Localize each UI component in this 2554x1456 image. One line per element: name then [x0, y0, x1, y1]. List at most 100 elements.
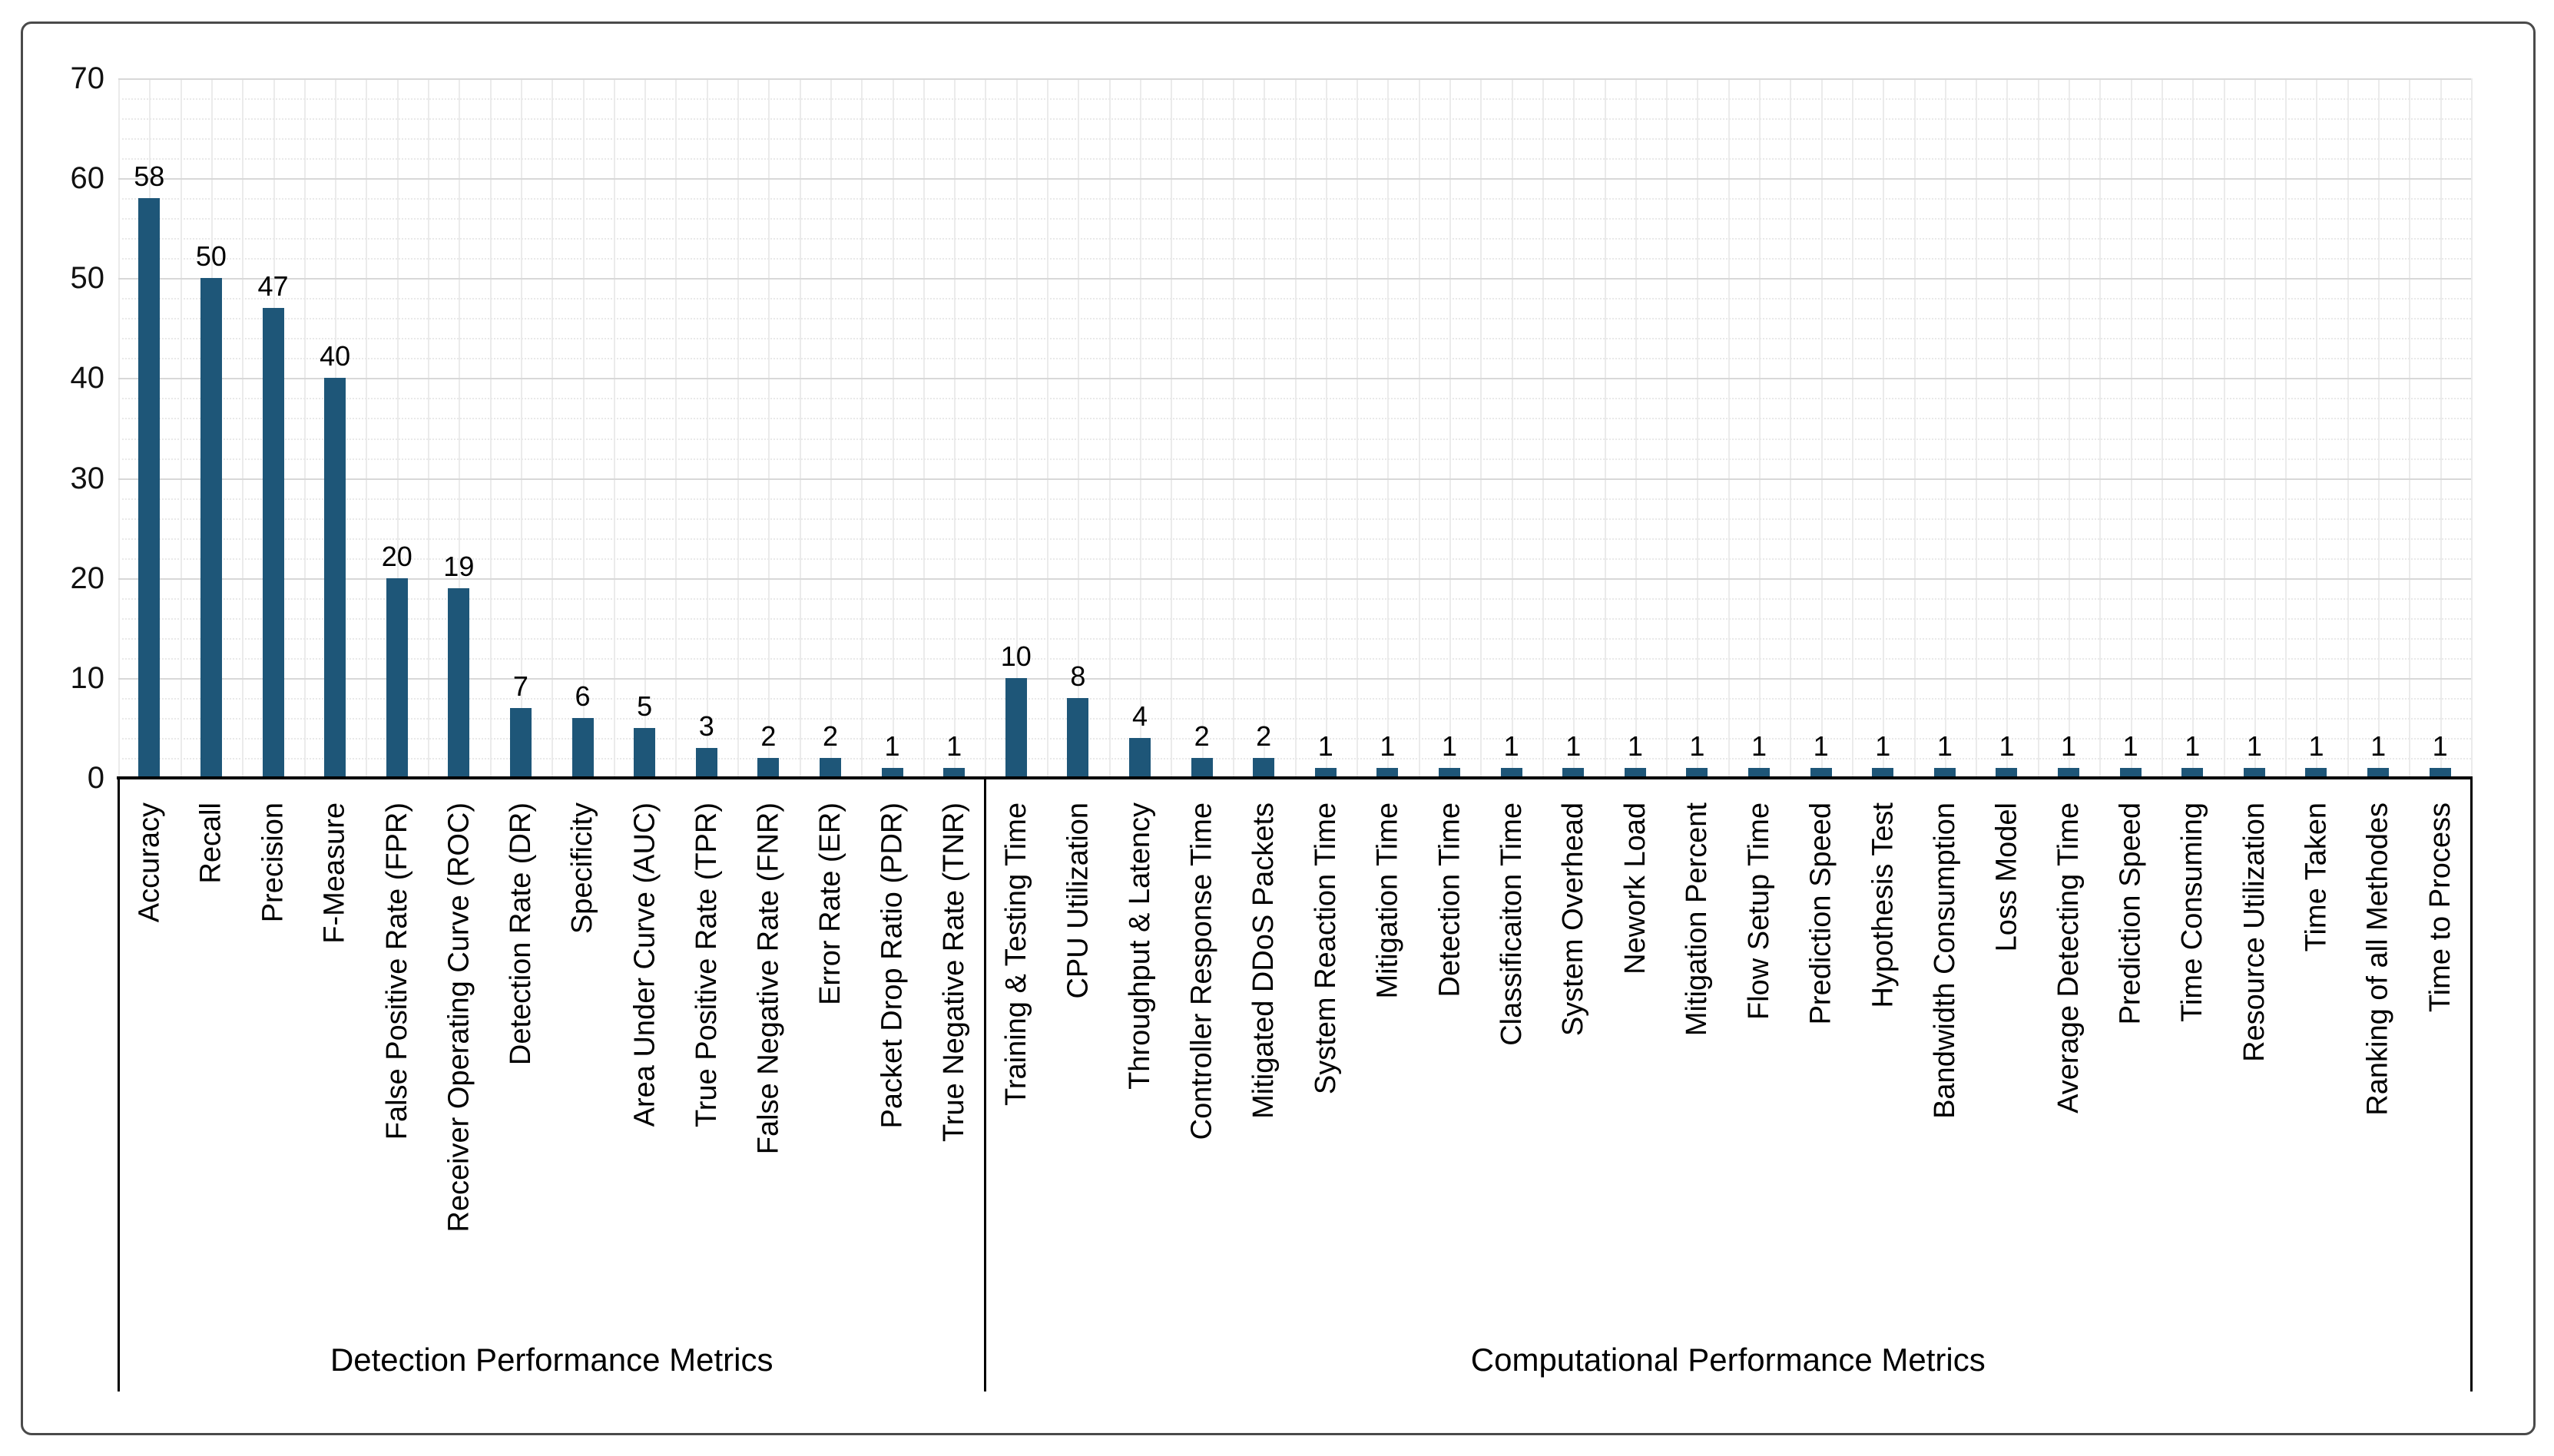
category-label: Detection Time [1433, 802, 1466, 998]
vertical-gridline [1759, 78, 1761, 778]
vertical-gridline [180, 78, 182, 778]
y-axis-tick-label: 10 [70, 660, 105, 695]
bar-value-label: 1 [2370, 730, 2387, 762]
vertical-gridline [613, 78, 615, 778]
vertical-gridline [1418, 78, 1420, 778]
bar-value-label: 3 [698, 710, 714, 742]
bar-value-label: 58 [134, 160, 165, 193]
bar-value-label: 50 [195, 240, 227, 273]
bar-value-label: 2 [1194, 720, 1210, 752]
bar [1067, 697, 1089, 778]
minor-gridline [118, 657, 2471, 660]
y-axis-tick-label: 70 [70, 61, 105, 96]
category-label: Packet Drop Ratio (PDR) [876, 802, 909, 1129]
bar-value-label: 2 [760, 720, 777, 752]
bar [1439, 767, 1460, 778]
category-label: Training & Testing Time [999, 802, 1032, 1106]
vertical-gridline [1976, 78, 1978, 778]
minor-gridline [118, 558, 2471, 560]
major-gridline [118, 278, 2471, 280]
vertical-gridline [737, 78, 740, 778]
vertical-gridline [2037, 78, 2039, 778]
bar [1191, 757, 1213, 778]
bar [1005, 677, 1027, 778]
bar-value-label: 1 [2122, 730, 2138, 762]
minor-gridline [118, 298, 2471, 300]
vertical-gridline [520, 78, 522, 778]
bar [1253, 757, 1275, 778]
vertical-gridline [830, 78, 832, 778]
bar [138, 198, 161, 778]
bar [881, 767, 903, 778]
vertical-gridline [1635, 78, 1637, 778]
bar [1748, 767, 1771, 778]
y-axis-tick-label: 20 [70, 561, 105, 595]
bar-value-label: 1 [1999, 730, 2015, 762]
category-label: Nework Load [1618, 802, 1651, 975]
bar [1933, 767, 1956, 778]
minor-gridline [118, 438, 2471, 440]
bar-value-label: 2 [822, 720, 838, 752]
vertical-gridline [1913, 78, 1916, 778]
category-label: Time Consuming [2176, 802, 2209, 1022]
bar-value-label: 1 [2432, 730, 2448, 762]
vertical-gridline [1108, 78, 1111, 778]
minor-gridline [118, 158, 2471, 160]
bar [2181, 767, 2204, 778]
category-label: Loss Model [1990, 802, 2023, 952]
vertical-gridline [892, 78, 894, 778]
category-label: Prediction Speed [1804, 802, 1837, 1025]
vertical-gridline [2069, 78, 2071, 778]
bar-value-label: 1 [1565, 730, 1582, 762]
vertical-gridline [1078, 78, 1080, 778]
minor-gridline [118, 597, 2471, 600]
vertical-gridline [1325, 78, 1327, 778]
minor-gridline [118, 318, 2471, 320]
category-label: Mitigation Percent [1681, 802, 1714, 1037]
bar-value-label: 6 [575, 680, 591, 712]
vertical-gridline [1542, 78, 1544, 778]
vertical-gridline [861, 78, 863, 778]
major-gridline [118, 677, 2471, 680]
minor-gridline [118, 617, 2471, 620]
bar-value-label: 1 [1503, 730, 1519, 762]
category-label: Ranking of all Methodes [2362, 802, 2395, 1116]
bar-value-label: 1 [1936, 730, 1953, 762]
minor-gridline [118, 218, 2471, 220]
category-label: Flow Setup Time [1743, 802, 1776, 1020]
category-label: Mitigation Time [1371, 802, 1404, 999]
vertical-gridline [923, 78, 925, 778]
category-label: Area Under Curve (AUC) [628, 802, 661, 1127]
vertical-gridline [489, 78, 492, 778]
vertical-gridline [2130, 78, 2132, 778]
vertical-gridline [2316, 78, 2318, 778]
vertical-gridline [2471, 78, 2473, 778]
vertical-gridline [1047, 78, 1049, 778]
minor-gridline [118, 238, 2471, 240]
category-label: Accuracy [133, 802, 166, 923]
bar [200, 278, 222, 778]
category-label: Time Taken [2300, 802, 2333, 952]
minor-gridline [118, 138, 2471, 141]
bar-value-label: 1 [1751, 730, 1767, 762]
bar [1624, 767, 1646, 778]
vertical-gridline [303, 78, 306, 778]
bar-value-label: 1 [2308, 730, 2324, 762]
bar [509, 707, 532, 778]
vertical-gridline [2440, 78, 2442, 778]
bar [1686, 767, 1708, 778]
vertical-gridline [1201, 78, 1204, 778]
vertical-gridline [799, 78, 801, 778]
bar-value-label: 2 [1256, 720, 1272, 752]
minor-gridline [118, 697, 2471, 700]
vertical-gridline [2099, 78, 2102, 778]
category-label: Bandwidth Consumption [1928, 802, 1961, 1119]
vertical-gridline [1511, 78, 1513, 778]
vertical-gridline [1294, 78, 1297, 778]
category-label: System Overhead [1557, 802, 1590, 1037]
vertical-gridline [985, 78, 987, 778]
bar [1376, 767, 1399, 778]
y-axis-tick-label: 60 [70, 161, 105, 196]
vertical-gridline [2254, 78, 2256, 778]
